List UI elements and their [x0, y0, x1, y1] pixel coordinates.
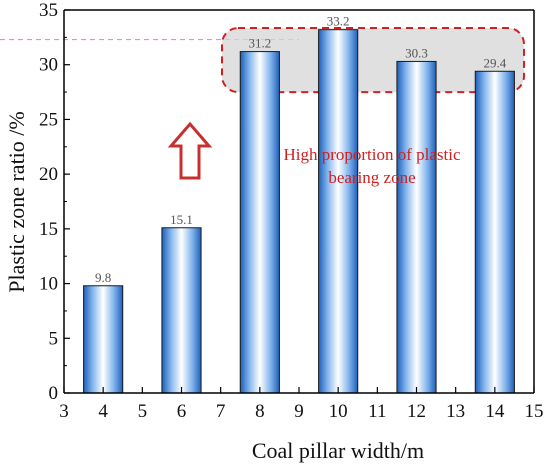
x-tick-label-7: 7	[216, 401, 226, 422]
y-tick-label-10: 10	[39, 274, 58, 295]
x-tick-label-4: 4	[98, 401, 108, 422]
data-label-4: 9.8	[95, 270, 111, 285]
bar-8	[239, 51, 280, 394]
y-tick-label-5: 5	[49, 328, 59, 349]
x-tick-label-12: 12	[407, 401, 426, 422]
x-tick-label-13: 13	[446, 401, 465, 422]
y-tick-label-25: 25	[39, 109, 58, 130]
annotation-line-1: High proportion of plastic	[283, 145, 461, 164]
x-tick-label-9: 9	[294, 401, 304, 422]
bar-6	[161, 227, 202, 394]
x-tick-label-3: 3	[59, 401, 69, 422]
x-tick-label-15: 15	[525, 401, 544, 422]
y-tick-label-15: 15	[39, 219, 58, 240]
y-tick-label-0: 0	[49, 383, 59, 404]
annotation: High proportion of plastic bearing zone	[283, 145, 461, 187]
y-tick-label-35: 35	[39, 0, 58, 21]
data-label-10: 33.2	[327, 14, 350, 29]
x-tick-label-8: 8	[255, 401, 265, 422]
data-label-14: 29.4	[483, 55, 506, 70]
data-label-8: 31.2	[248, 36, 271, 51]
y-tick-label-20: 20	[39, 164, 58, 185]
x-axis-title: Coal pillar width/m	[252, 438, 424, 463]
x-tick-label-11: 11	[368, 401, 386, 422]
x-tick-label-5: 5	[138, 401, 148, 422]
x-tick-label-6: 6	[177, 401, 187, 422]
bar-10	[318, 29, 359, 394]
up-arrow-icon	[167, 121, 213, 180]
y-tick-label-30: 30	[39, 55, 58, 76]
data-label-6: 15.1	[170, 212, 193, 227]
bar-4	[83, 285, 124, 394]
annotation-line-2: bearing zone	[328, 168, 415, 187]
bar-14	[474, 70, 515, 394]
data-label-12: 30.3	[405, 45, 428, 60]
highlight-region	[221, 27, 525, 94]
x-tick-label-10: 10	[329, 401, 348, 422]
bar-12	[396, 60, 437, 394]
x-tick-label-14: 14	[485, 401, 505, 422]
y-axis-title: Plastic zone ratio /%	[4, 111, 29, 292]
